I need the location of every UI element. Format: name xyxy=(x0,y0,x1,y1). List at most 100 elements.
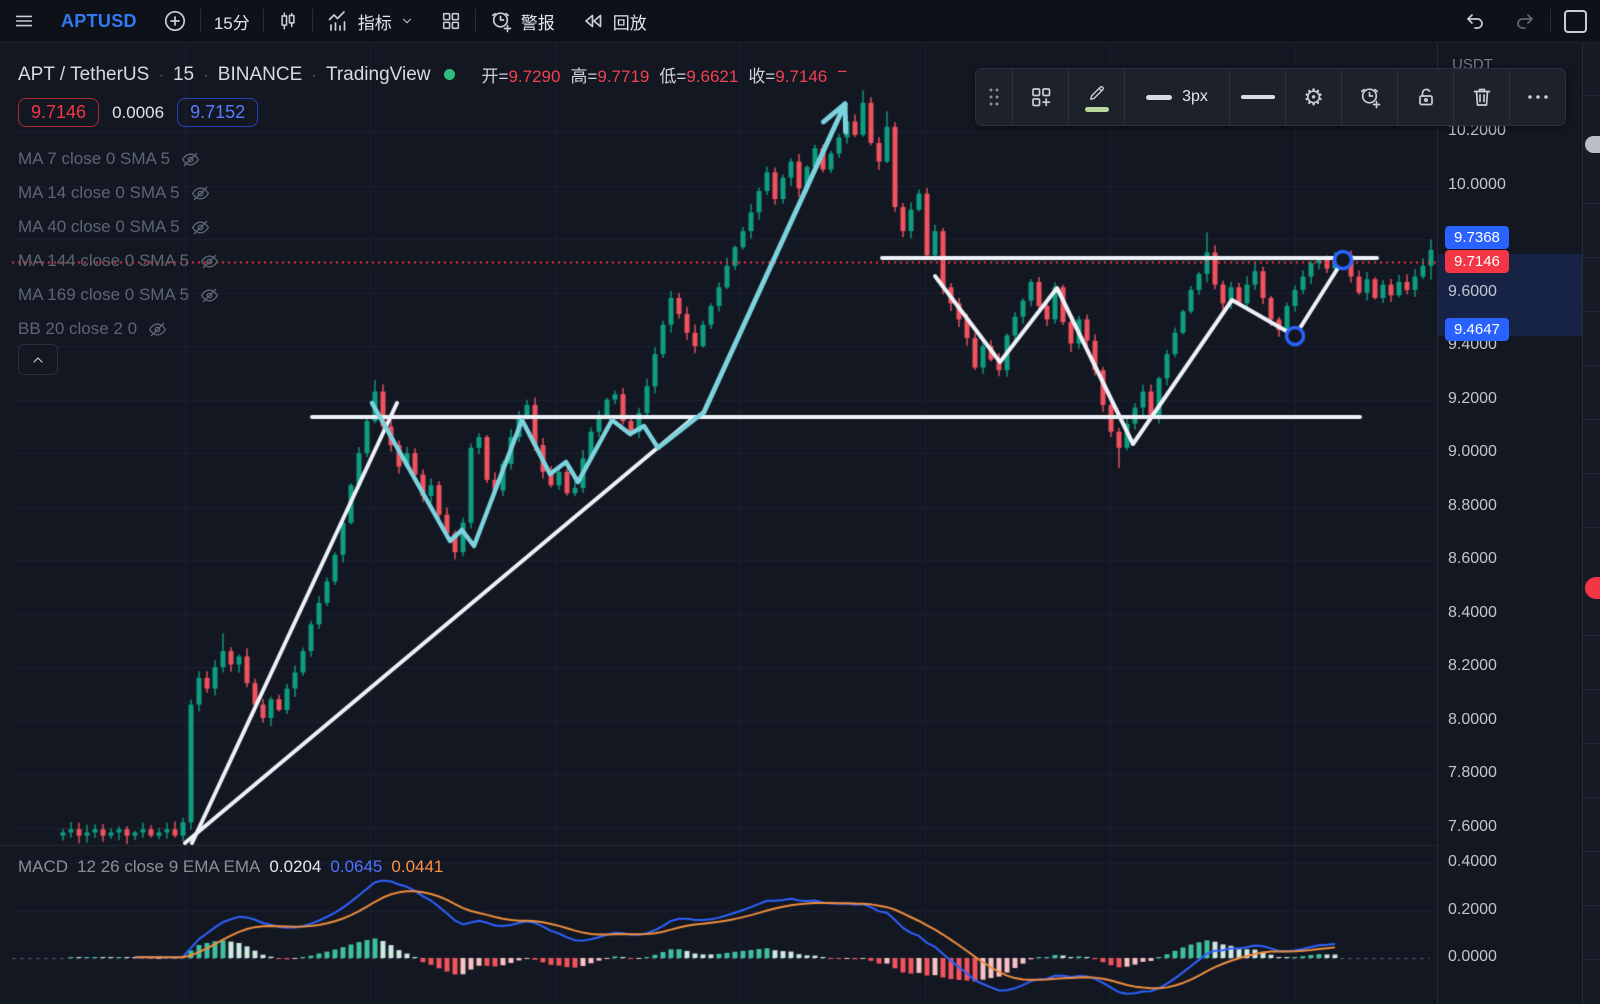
chart-legend: APT / TetherUS · 15 · BINANCE · TradingV… xyxy=(18,62,847,87)
indicator-label: MA 169 close 0 SMA 5 xyxy=(18,285,190,304)
legend-interval[interactable]: 15 xyxy=(172,63,195,85)
solid-line-icon xyxy=(1240,95,1275,99)
legend-separator: · xyxy=(311,64,317,84)
indicator-label: MA 14 close 0 SMA 5 xyxy=(18,183,180,202)
indicator-row-ma7[interactable]: MA 7 close 0 SMA 5 xyxy=(18,142,220,176)
plus-circle-icon xyxy=(164,10,185,32)
eye-off-icon[interactable] xyxy=(147,319,168,340)
price-axis-badge: 9.7368 xyxy=(1445,226,1509,249)
side-panel-strip xyxy=(1582,42,1600,1004)
chart-style-button[interactable] xyxy=(264,0,312,42)
line-width-button[interactable]: 3px xyxy=(1125,69,1230,125)
macd-hist-value: 0.0204 xyxy=(269,857,322,876)
indicator-row-bb20[interactable]: BB 20 close 2 0 xyxy=(18,312,220,346)
drawing-toolbar: 3px ⚙ xyxy=(975,68,1566,126)
macd-line-value: 0.0645 xyxy=(330,857,383,876)
redo-button[interactable] xyxy=(1500,0,1550,42)
undo-button[interactable] xyxy=(1450,0,1500,42)
line-width-swatch xyxy=(1146,94,1173,100)
macd-legend[interactable]: MACD 12 26 close 9 EMA EMA 0.0204 0.0645… xyxy=(18,857,443,877)
delete-drawing-button[interactable] xyxy=(1454,69,1510,125)
buy-price-badge[interactable]: 9.7152 xyxy=(177,98,259,127)
interval-label: 15分 xyxy=(213,13,250,33)
price-axis-label: 7.6000 xyxy=(1448,818,1497,835)
price-axis-label: 9.2000 xyxy=(1448,390,1497,407)
line-width-label: 3px xyxy=(1182,88,1208,105)
price-axis-label: 9.0000 xyxy=(1448,443,1497,460)
gear-icon: ⚙ xyxy=(1303,83,1324,110)
indicator-row-ma169[interactable]: MA 169 close 0 SMA 5 xyxy=(18,278,220,312)
drawing-template-button[interactable] xyxy=(1013,69,1069,125)
connection-status-dot[interactable] xyxy=(443,69,455,80)
toolbar-divider xyxy=(474,9,476,33)
macd-signal-value: 0.0441 xyxy=(391,857,444,876)
legend-separator: · xyxy=(158,64,164,84)
layout-grid-button[interactable] xyxy=(427,0,475,42)
indicator-row-ma144[interactable]: MA 144 close 0 SMA 5 xyxy=(18,244,220,278)
symbol-button[interactable]: APTUSD xyxy=(48,0,150,42)
chart-area: APT / TetherUS · 15 · BINANCE · TradingV… xyxy=(0,42,1600,1004)
eye-off-icon[interactable] xyxy=(199,285,220,306)
interval-button[interactable]: 15分 xyxy=(201,0,263,42)
price-axis-label: 7.8000 xyxy=(1448,764,1497,781)
line-style-button[interactable] xyxy=(1230,69,1286,125)
lock-drawing-button[interactable] xyxy=(1398,69,1454,125)
add-alert-on-drawing-button[interactable] xyxy=(1342,69,1398,125)
price-axis-label: 10.0000 xyxy=(1448,176,1506,193)
more-options-button[interactable] xyxy=(1510,69,1565,125)
drag-dots-icon xyxy=(989,88,999,106)
indicator-label: BB 20 close 2 0 xyxy=(18,319,138,338)
price-axis[interactable]: USDT 10.2000 10.0000 9.6000 9.4000 9.2000 9.0… xyxy=(1437,42,1583,1004)
eye-off-icon[interactable] xyxy=(190,183,211,204)
line-color-button[interactable] xyxy=(1069,69,1125,125)
indicators-button[interactable]: 指标 xyxy=(313,0,427,42)
indicators-icon xyxy=(328,11,346,31)
chevron-down-icon xyxy=(402,18,411,24)
indicator-label: MA 7 close 0 SMA 5 xyxy=(18,149,171,168)
squares-plus-icon xyxy=(1031,88,1050,107)
change-dash: − xyxy=(837,62,848,81)
legend-symbol[interactable]: APT / TetherUS xyxy=(18,63,150,85)
indicator-legend-list: MA 7 close 0 SMA 5 MA 14 close 0 SMA 5 M… xyxy=(18,142,220,346)
grid-layout-icon xyxy=(442,12,459,30)
scroll-handle[interactable] xyxy=(1585,136,1600,153)
replay-button[interactable]: 回放 xyxy=(568,0,660,42)
eye-off-icon[interactable] xyxy=(180,149,201,170)
sell-price-badge[interactable]: 9.7146 xyxy=(18,98,100,127)
indicator-label: MA 40 close 0 SMA 5 xyxy=(18,217,180,236)
spread-value: 0.0006 xyxy=(112,102,165,122)
alarm-plus-icon xyxy=(491,12,512,33)
eye-off-icon[interactable] xyxy=(190,217,211,238)
fullscreen-button[interactable] xyxy=(1551,0,1600,42)
chevron-up-icon xyxy=(33,356,43,363)
main-menu-button[interactable] xyxy=(0,0,48,42)
macd-title: MACD xyxy=(18,857,69,876)
toolbar-divider xyxy=(262,9,264,33)
active-color-swatch xyxy=(1084,106,1109,112)
price-quote-row: 9.7146 0.0006 9.7152 xyxy=(18,98,259,127)
promo-tag-icon[interactable] xyxy=(1585,577,1600,599)
eye-off-icon[interactable] xyxy=(199,251,220,272)
ohlc-values: 开=9.7290 高=9.7719 低=9.6621 收=9.7146 − xyxy=(481,62,848,86)
price-axis-badge: 9.7146 xyxy=(1445,250,1509,273)
collapse-legend-button[interactable] xyxy=(18,344,58,375)
compare-add-button[interactable] xyxy=(150,0,200,42)
redo-icon xyxy=(1517,14,1533,29)
toolbar-divider xyxy=(199,9,201,33)
price-axis-badge: 9.4647 xyxy=(1445,318,1509,341)
indicator-row-ma14[interactable]: MA 14 close 0 SMA 5 xyxy=(18,176,220,210)
chart-canvas[interactable] xyxy=(0,42,1600,1004)
undo-icon xyxy=(1467,14,1483,29)
price-axis-label: 8.4000 xyxy=(1448,604,1497,621)
drawing-settings-button[interactable]: ⚙ xyxy=(1286,69,1342,125)
indicator-label: MA 144 close 0 SMA 5 xyxy=(18,251,190,270)
pencil-icon xyxy=(1089,85,1104,100)
candlestick-chart-icon xyxy=(281,12,295,30)
ellipsis-icon xyxy=(1527,95,1548,99)
toolbar-drag-handle[interactable] xyxy=(976,69,1013,125)
rewind-icon xyxy=(584,14,602,28)
alert-button[interactable]: 警报 xyxy=(476,0,568,42)
hamburger-menu-icon xyxy=(15,15,33,27)
price-axis-label: 9.6000 xyxy=(1448,283,1497,300)
indicator-row-ma40[interactable]: MA 40 close 0 SMA 5 xyxy=(18,210,220,244)
